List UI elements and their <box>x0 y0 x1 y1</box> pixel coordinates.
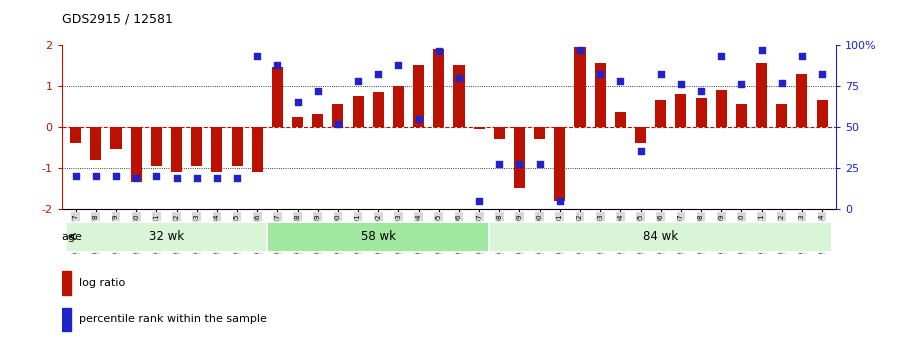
Bar <box>292 117 303 127</box>
Point <box>795 53 809 59</box>
Point <box>714 53 729 59</box>
Bar <box>595 63 605 127</box>
Bar <box>635 127 646 143</box>
Point <box>734 81 748 87</box>
Bar <box>373 92 384 127</box>
Bar <box>353 96 364 127</box>
Bar <box>453 65 464 127</box>
Bar <box>272 67 283 127</box>
Bar <box>232 127 243 166</box>
Bar <box>332 104 344 127</box>
Point <box>593 72 607 77</box>
Point <box>573 47 587 52</box>
Bar <box>514 127 525 188</box>
Point <box>814 72 829 77</box>
Point <box>69 173 83 179</box>
Point <box>109 173 123 179</box>
Text: GDS2915 / 12581: GDS2915 / 12581 <box>62 12 173 25</box>
Text: 32 wk: 32 wk <box>149 230 184 243</box>
Bar <box>62 308 71 331</box>
Point <box>169 175 184 180</box>
Point <box>775 80 789 85</box>
Bar <box>473 127 485 129</box>
Bar <box>312 115 323 127</box>
Bar <box>413 65 424 127</box>
Bar <box>756 63 767 127</box>
Point <box>189 175 204 180</box>
Bar <box>776 104 787 127</box>
Point <box>755 47 769 52</box>
Point <box>673 81 688 87</box>
Bar <box>655 100 666 127</box>
Point <box>492 162 507 167</box>
Point <box>553 198 567 203</box>
Bar <box>534 127 545 139</box>
Bar <box>90 127 101 159</box>
Point <box>271 62 285 67</box>
Bar <box>575 47 586 127</box>
Bar <box>554 127 566 200</box>
Point <box>149 173 164 179</box>
Text: age: age <box>62 231 82 241</box>
Point <box>613 78 627 84</box>
Point <box>391 62 405 67</box>
Bar <box>494 127 505 139</box>
Point <box>653 72 668 77</box>
Point <box>250 53 264 59</box>
Point <box>89 173 103 179</box>
Point <box>351 78 366 84</box>
Bar <box>212 127 223 172</box>
Point <box>532 162 547 167</box>
Text: 58 wk: 58 wk <box>361 230 395 243</box>
FancyBboxPatch shape <box>267 223 490 252</box>
Point <box>371 72 386 77</box>
Bar <box>433 49 444 127</box>
Text: 84 wk: 84 wk <box>643 230 678 243</box>
Point <box>634 149 648 154</box>
Point <box>412 116 426 121</box>
Point <box>512 162 527 167</box>
Point <box>230 175 244 180</box>
Point <box>310 88 325 93</box>
Bar <box>816 100 828 127</box>
Bar <box>736 104 747 127</box>
FancyBboxPatch shape <box>490 223 833 252</box>
Bar <box>716 90 727 127</box>
Bar <box>62 272 71 295</box>
Bar <box>151 127 162 166</box>
FancyBboxPatch shape <box>65 223 267 252</box>
Bar <box>614 112 626 127</box>
Bar <box>393 86 404 127</box>
Bar <box>171 127 182 172</box>
Bar <box>70 127 81 143</box>
Point <box>210 175 224 180</box>
Text: percentile rank within the sample: percentile rank within the sample <box>79 314 266 324</box>
Bar <box>675 94 686 127</box>
Point <box>694 88 709 93</box>
Point <box>330 121 345 126</box>
Point <box>472 198 486 203</box>
Point <box>291 99 305 105</box>
Text: log ratio: log ratio <box>79 278 125 288</box>
Point <box>432 49 446 54</box>
Bar <box>110 127 121 149</box>
Bar <box>796 73 807 127</box>
Point <box>452 75 466 80</box>
Bar <box>696 98 707 127</box>
Bar <box>191 127 202 166</box>
Point <box>129 175 143 180</box>
Bar <box>130 127 142 182</box>
Bar <box>252 127 262 172</box>
